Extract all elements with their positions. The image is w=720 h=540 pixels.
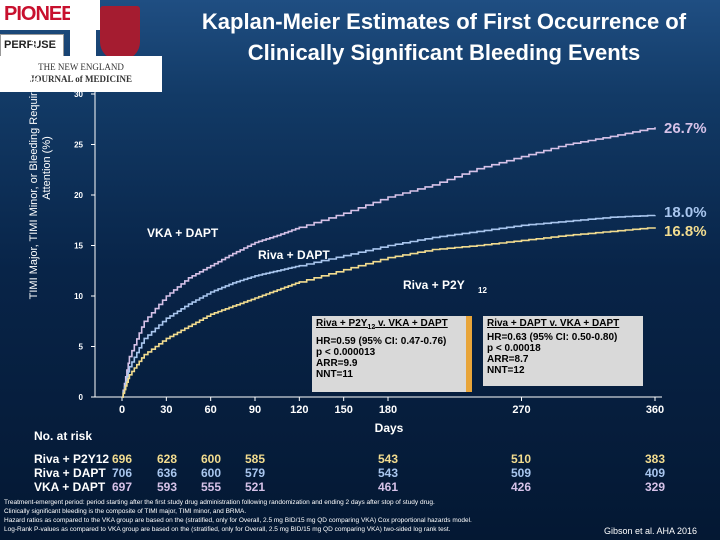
- x-tick-label: 150: [334, 404, 352, 416]
- x-tick-label: 270: [512, 404, 530, 416]
- chart-lines: [122, 127, 656, 398]
- x-tick-label: 360: [646, 404, 664, 416]
- comparison-line: HR=0.63 (95% CI: 0.50-0.80): [487, 332, 618, 343]
- annotation-riva-p2y12: Riva + P2Y: [403, 278, 465, 292]
- at-risk-value: 628: [156, 452, 178, 466]
- footnote-line: Clinically significant bleeding is the c…: [4, 508, 247, 515]
- footnote-line: Log-Rank P-values as compared to VKA gro…: [4, 526, 451, 533]
- comparison-line: ARR=8.7: [487, 354, 529, 365]
- nejm-logo: THE NEW ENGLAND JOURNAL of MEDICINE: [0, 56, 162, 92]
- comparison-line: p < 0.00018: [487, 343, 541, 354]
- at-risk-value: 636: [156, 466, 178, 480]
- chart-title: Kaplan-Meier Estimates of First Occurren…: [201, 9, 687, 65]
- series-end-label: 26.7%: [664, 120, 707, 137]
- series-end-label: 16.8%: [664, 223, 707, 240]
- y-tick-label: 0: [79, 393, 84, 402]
- y-tick-label: 25: [74, 141, 83, 150]
- comparison-box-title: Riva + P2Y12 v. VKA + DAPT: [316, 318, 462, 333]
- comparison-line: NNT=12: [487, 365, 525, 376]
- footnote-line: Hazard ratios as compared to the VKA gro…: [4, 517, 472, 524]
- at-risk-row-label: Riva + DAPT: [34, 466, 106, 480]
- annotation-riva-dapt: Riva + DAPT: [258, 248, 330, 262]
- at-risk-value: 383: [644, 452, 666, 466]
- at-risk-value: 426: [510, 480, 532, 494]
- comparison-line: ARR=9.9: [316, 358, 358, 369]
- at-risk-value: 696: [111, 452, 133, 466]
- y-tick-label: 10: [74, 292, 83, 301]
- at-risk-value: 600: [200, 452, 222, 466]
- x-axis-label: Days: [375, 421, 404, 435]
- series-line-2: [122, 227, 656, 398]
- at-risk-value: 593: [156, 480, 178, 494]
- harvard-shield-logo: [100, 6, 140, 60]
- x-tick-label: 30: [160, 404, 172, 416]
- comparison-box-p2y12: Riva + P2Y12 v. VKA + DAPT HR=0.59 (95% …: [312, 316, 472, 392]
- series-line-1: [122, 214, 656, 398]
- annotation-vka: VKA + DAPT: [147, 226, 219, 240]
- at-risk-value: 521: [244, 480, 266, 494]
- at-risk-value: 329: [644, 480, 666, 494]
- citation: Gibson et al. AHA 2016: [604, 526, 698, 536]
- at-risk-value: 509: [510, 466, 532, 480]
- at-risk-value: 585: [244, 452, 266, 466]
- at-risk-row-label: VKA + DAPT: [34, 480, 106, 494]
- annotation-riva-p2y12-sub: 12: [478, 286, 487, 295]
- comparison-line: NNT=11: [316, 369, 353, 380]
- at-risk-value: 697: [111, 480, 133, 494]
- x-tick-label: 180: [379, 404, 397, 416]
- y-tick-label: 15: [74, 242, 83, 251]
- comparison-line: p < 0.000013: [316, 347, 376, 358]
- at-risk-value: 461: [377, 480, 399, 494]
- x-tick-label: 0: [119, 404, 125, 416]
- comparison-title-pre: Riva + P2Y: [316, 318, 368, 329]
- y-tick-label: 5: [79, 343, 84, 352]
- comparison-title-post: v. VKA + DAPT: [375, 318, 448, 329]
- nejm-line2: JOURNAL of MEDICINE: [29, 74, 132, 84]
- at-risk-value: 600: [200, 466, 222, 480]
- crest-logo: [70, 0, 96, 62]
- comparison-box-title: Riva + DAPT v. VKA + DAPT: [487, 318, 620, 329]
- chart-axes: 0 5 10 15 20 25 30 0 30 60 90 120 150 180 270 360 Days: [74, 88, 664, 435]
- at-risk-value: 555: [200, 480, 222, 494]
- at-risk-value: 409: [644, 466, 666, 480]
- comparison-line: HR=0.59 (95% CI: 0.47-0.76): [316, 336, 447, 347]
- at-risk-title: No. at risk: [34, 429, 93, 443]
- chart-labels: 26.7% 18.0% 16.8% VKA + DAPT Riva + DAPT Riva…: [147, 120, 707, 295]
- footnote-line: Treatment-emergent period: period starti…: [4, 499, 435, 506]
- at-risk-value: 510: [510, 452, 532, 466]
- y-tick-label: 20: [74, 191, 83, 200]
- series-end-label: 18.0%: [664, 204, 707, 221]
- x-tick-label: 60: [205, 404, 217, 416]
- y-tick-label: 30: [74, 90, 83, 99]
- x-tick-label: 90: [249, 404, 261, 416]
- nejm-line1: THE NEW ENGLAND: [38, 62, 124, 72]
- at-risk-row-label: Riva + P2Y12: [34, 452, 110, 466]
- comparison-box-dapt: Riva + DAPT v. VKA + DAPT HR=0.63 (95% C…: [483, 316, 643, 386]
- at-risk-value: 543: [377, 466, 399, 480]
- pioneer-logo-text: PIONEER: [4, 3, 88, 25]
- at-risk-value: 543: [377, 452, 399, 466]
- at-risk-value: 579: [244, 466, 266, 480]
- comparison-title-sub: 12: [367, 324, 376, 331]
- x-tick-label: 120: [290, 404, 308, 416]
- perfuse-logo-text: PERFUSE: [4, 39, 56, 51]
- series-line-0: [122, 127, 656, 398]
- at-risk-value: 706: [111, 466, 133, 480]
- footnote: Treatment-emergent period: period starti…: [4, 498, 594, 534]
